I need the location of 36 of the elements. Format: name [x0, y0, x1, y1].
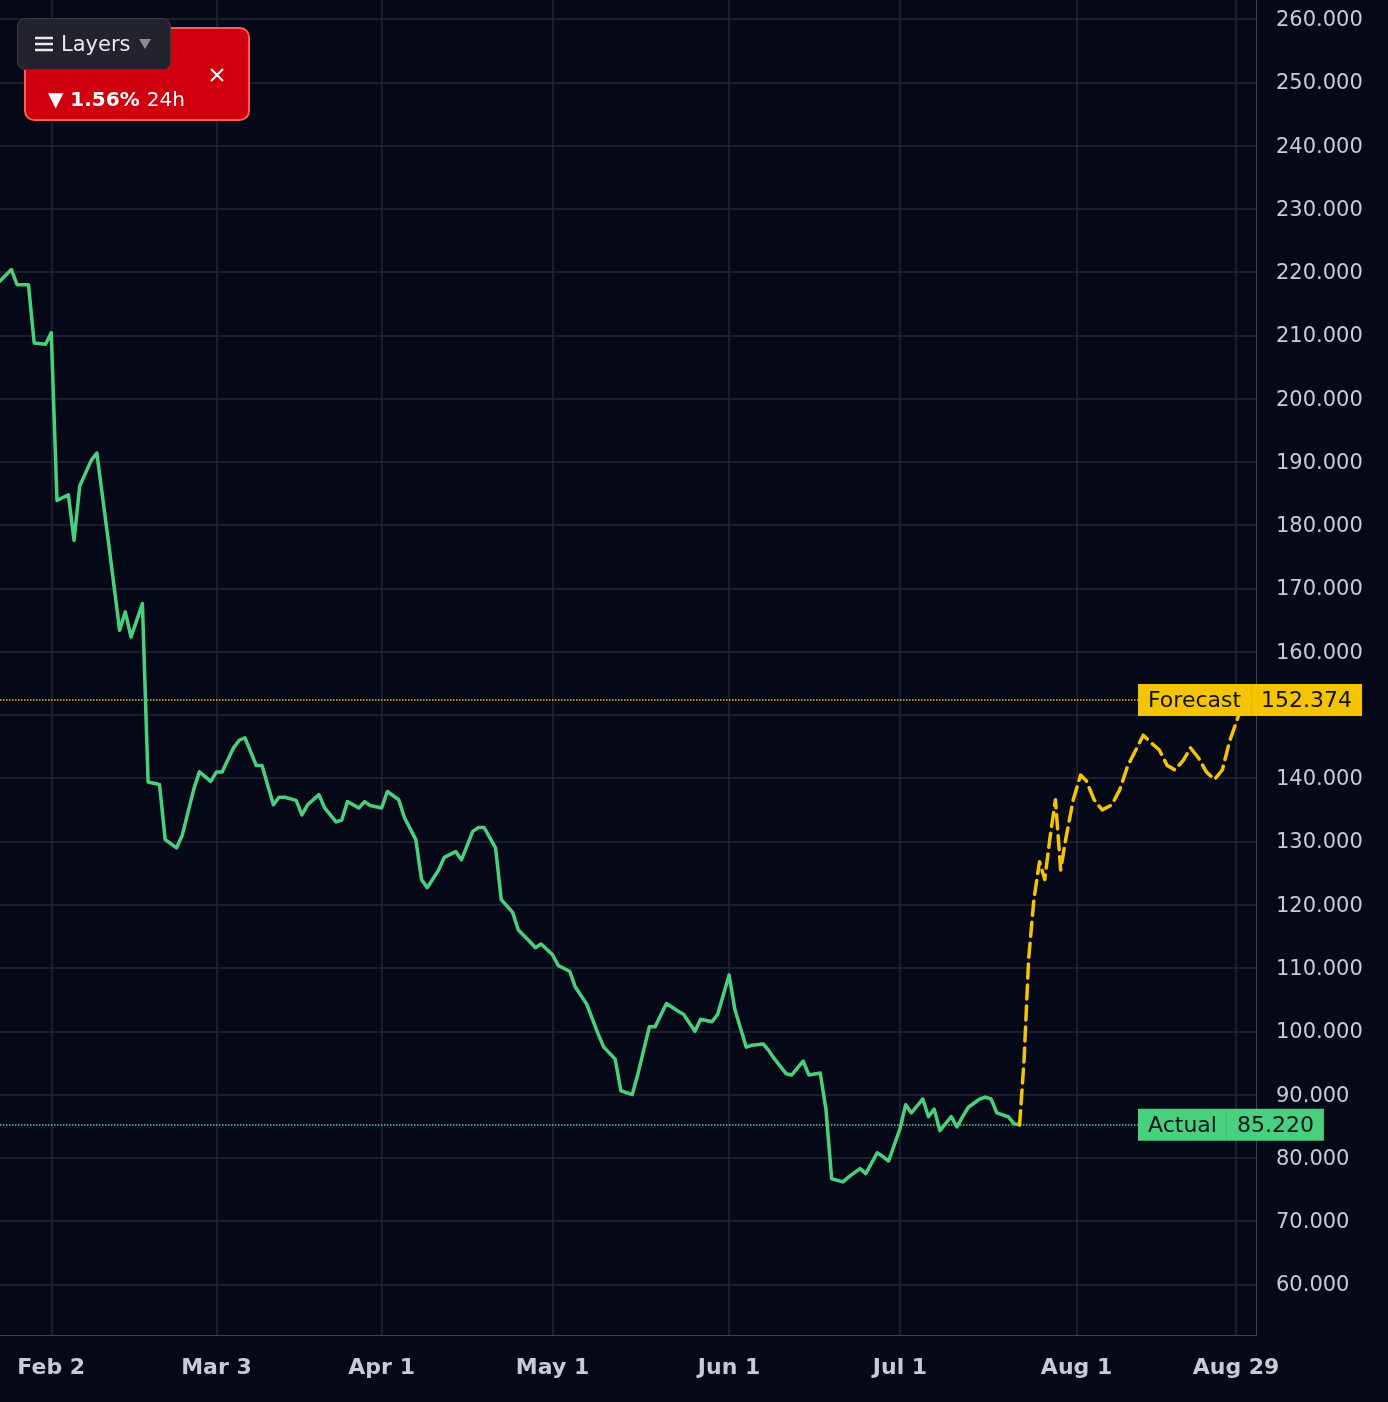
y-tick-label: 210.000	[1276, 323, 1363, 348]
y-tick-label: 240.000	[1276, 133, 1363, 158]
y-tick-label: 190.000	[1276, 449, 1363, 474]
x-tick-label: Jul 1	[870, 1353, 928, 1379]
y-tick-label: 250.000	[1276, 70, 1363, 95]
y-tick-label: 80.000	[1276, 1145, 1350, 1170]
text: 152.374	[1261, 687, 1353, 713]
y-tick-label: 170.000	[1276, 576, 1363, 601]
y-tick-label: 260.000	[1276, 6, 1363, 31]
x-tick-label: May 1	[515, 1353, 590, 1379]
y-tick-label: 70.000	[1276, 1209, 1350, 1234]
ref-line-label: Forecast	[1148, 687, 1242, 713]
y-tick-label: 220.000	[1276, 260, 1363, 285]
x-tick-label: Jun 1	[695, 1353, 761, 1379]
layers-button: Layers	[17, 18, 171, 70]
x-tick-label: Aug 29	[1192, 1353, 1280, 1379]
x-tick-label: Apr 1	[348, 1353, 415, 1379]
y-tick-label: 180.000	[1276, 513, 1363, 538]
y-tick-label: 160.000	[1276, 639, 1363, 664]
annotation: ▼ 1.56%	[48, 87, 140, 111]
y-tick-label: 230.000	[1276, 196, 1363, 221]
y-tick-label: 60.000	[1276, 1272, 1350, 1297]
annotation: Layers	[61, 32, 131, 56]
annotation: 85.220	[1236, 1112, 1314, 1138]
y-tick-label: 100.000	[1276, 1019, 1363, 1044]
x-tick-label: Mar 3	[181, 1353, 252, 1379]
y-tick-label: 90.000	[1276, 1082, 1350, 1107]
y-tick-label: 140.000	[1276, 766, 1363, 791]
x-tick-label: Feb 2	[17, 1353, 86, 1379]
x-tick-label: Aug 1	[1040, 1353, 1113, 1379]
y-tick-label: 120.000	[1276, 892, 1363, 917]
y-tick-label: 130.000	[1276, 829, 1363, 854]
y-tick-label: 200.000	[1276, 386, 1363, 411]
y-tick-label: 110.000	[1276, 956, 1363, 981]
ref-line-label: Actual	[1148, 1112, 1217, 1138]
annotation: 24h	[146, 87, 185, 111]
